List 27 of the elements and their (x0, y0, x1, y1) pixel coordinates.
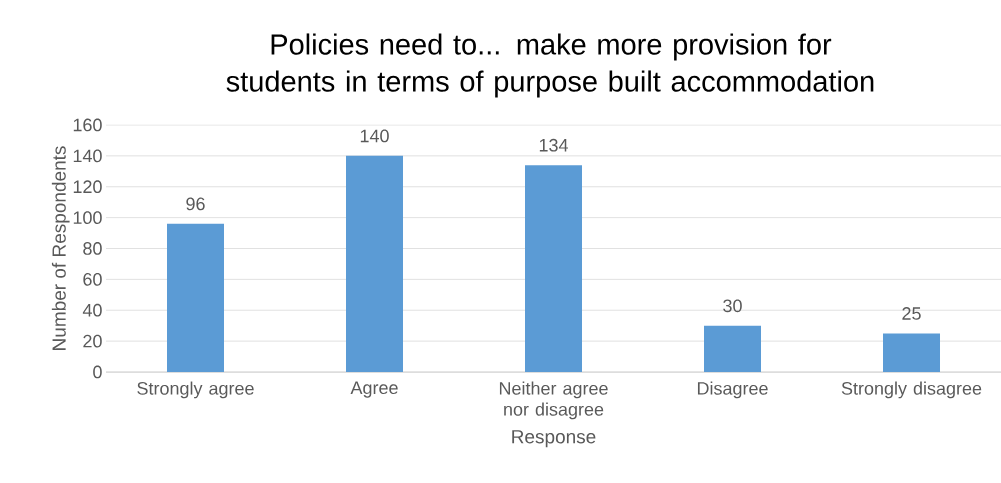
bar (883, 333, 940, 372)
data-label: 140 (360, 129, 389, 143)
y-tick-label: 60 (83, 272, 102, 286)
bar (167, 223, 224, 372)
x-tick-label: Disagree (697, 381, 768, 399)
y-tick-label: 100 (73, 211, 102, 224)
bar (704, 325, 761, 372)
bar (525, 165, 583, 372)
y-tick-label: 140 (73, 149, 102, 163)
y-tick-label: 0 (93, 365, 102, 379)
y-tick-label: 160 (73, 118, 102, 132)
x-tick-label: Neither agree nor disagree (499, 381, 608, 420)
x-tick-label: Strongly agree (137, 381, 254, 399)
y-axis-title: Number of Respondents (51, 146, 70, 350)
chart-title: Policies need to... make more provision for students in terms of purpose built accommodation (226, 33, 874, 98)
x-axis-title: Response (512, 430, 596, 448)
x-tick-label: Strongly disagree (841, 381, 982, 399)
data-label: 134 (539, 138, 568, 152)
y-tick-label: 40 (82, 303, 102, 317)
x-tick-label: Agree (350, 381, 398, 398)
data-label: 25 (902, 307, 921, 320)
data-label: 96 (186, 197, 205, 211)
data-label: 30 (723, 299, 742, 313)
y-tick-label: 120 (73, 180, 102, 194)
bar (346, 155, 404, 372)
y-tick-label: 80 (83, 242, 102, 255)
y-tick-label: 20 (83, 334, 102, 348)
